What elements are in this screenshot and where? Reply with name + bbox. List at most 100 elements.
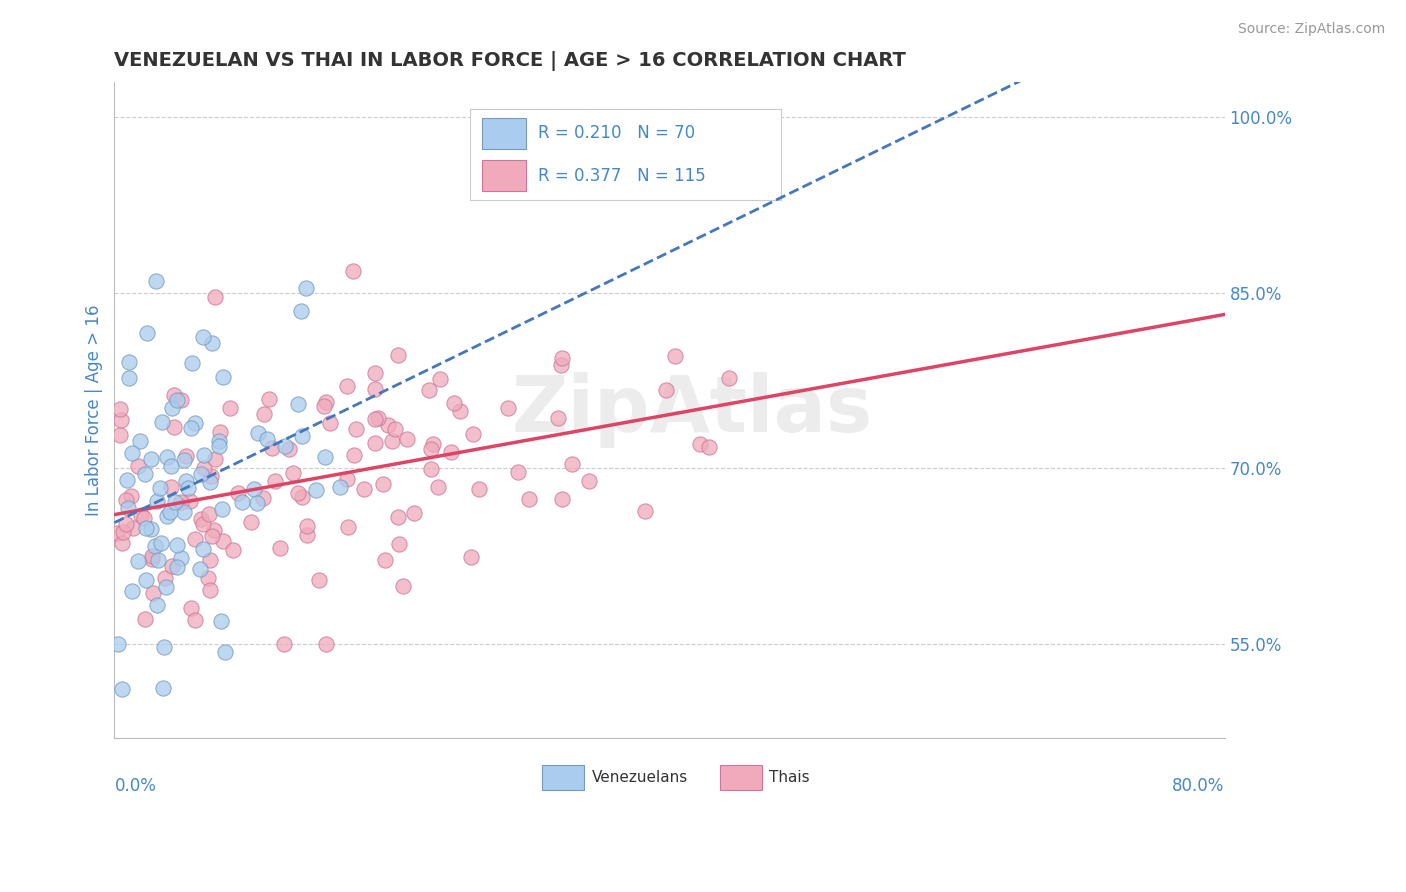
Point (197, 571, 219, 585)
Point (155, 571, 177, 585)
Point (426, 480, 449, 494)
Point (281, 467, 304, 481)
Point (291, 490, 314, 504)
Point (239, 515, 262, 529)
Point (146, 598, 169, 612)
Point (160, 559, 183, 574)
Point (353, 483, 375, 497)
Point (129, 508, 152, 523)
Point (290, 304, 312, 318)
Point (114, 493, 136, 508)
Point (139, 451, 162, 466)
Point (108, 427, 131, 442)
Point (114, 517, 136, 532)
Point (460, 549, 482, 564)
Point (374, 553, 396, 567)
Point (297, 528, 319, 542)
Point (209, 425, 232, 439)
Point (550, 358, 572, 372)
Point (377, 418, 399, 433)
Point (315, 637, 337, 651)
Point (547, 410, 569, 425)
Point (342, 448, 364, 462)
Point (404, 506, 426, 520)
Point (517, 491, 540, 506)
Point (191, 542, 214, 557)
Point (166, 559, 188, 574)
Point (264, 474, 287, 488)
Point (163, 419, 186, 434)
Point (202, 524, 225, 538)
Point (273, 637, 295, 651)
Point (297, 519, 319, 533)
Point (387, 509, 409, 524)
Point (461, 427, 484, 442)
Point (364, 366, 387, 380)
Point (329, 480, 352, 494)
Point (336, 378, 359, 392)
Point (373, 476, 395, 491)
Point (134, 612, 156, 626)
Point (381, 434, 404, 448)
Point (150, 415, 173, 429)
Point (247, 425, 270, 440)
Point (260, 441, 283, 455)
Point (148, 552, 170, 566)
Point (422, 437, 444, 451)
Point (200, 553, 222, 567)
Point (697, 440, 720, 454)
Point (183, 532, 205, 546)
Point (163, 495, 186, 509)
Point (117, 371, 139, 385)
Point (253, 407, 276, 421)
Point (221, 542, 243, 557)
Point (204, 290, 226, 304)
Point (132, 511, 155, 525)
Point (136, 326, 159, 340)
Point (212, 534, 235, 549)
Point (209, 614, 232, 628)
Point (177, 481, 200, 495)
Text: Source: ZipAtlas.com: Source: ZipAtlas.com (1237, 22, 1385, 37)
Point (121, 521, 143, 535)
Point (201, 529, 224, 543)
Point (142, 585, 165, 599)
Point (166, 537, 188, 551)
Point (169, 551, 191, 566)
Point (392, 579, 415, 593)
Point (274, 439, 297, 453)
Point (506, 465, 529, 479)
Point (117, 501, 139, 516)
Point (174, 474, 197, 488)
Text: 80.0%: 80.0% (1173, 777, 1225, 795)
Point (143, 540, 166, 554)
Point (118, 355, 141, 369)
Point (315, 395, 337, 409)
Point (291, 429, 314, 443)
Point (188, 562, 211, 576)
Point (449, 404, 471, 418)
Point (191, 330, 214, 344)
Point (226, 486, 249, 500)
Point (141, 549, 163, 564)
Point (134, 467, 156, 482)
Point (387, 348, 409, 362)
Point (246, 496, 269, 510)
Point (120, 489, 142, 503)
Point (166, 392, 188, 407)
Text: Venezuelans: Venezuelans (592, 770, 688, 785)
Point (115, 473, 138, 487)
Point (112, 525, 135, 540)
Point (419, 442, 441, 457)
Point (364, 435, 387, 450)
Point (342, 263, 364, 277)
Point (127, 459, 149, 474)
Point (278, 442, 301, 457)
Point (429, 372, 451, 386)
Point (198, 508, 221, 522)
Point (717, 371, 740, 385)
Point (135, 520, 157, 534)
Point (551, 351, 574, 365)
Point (212, 370, 235, 384)
Point (384, 422, 406, 436)
